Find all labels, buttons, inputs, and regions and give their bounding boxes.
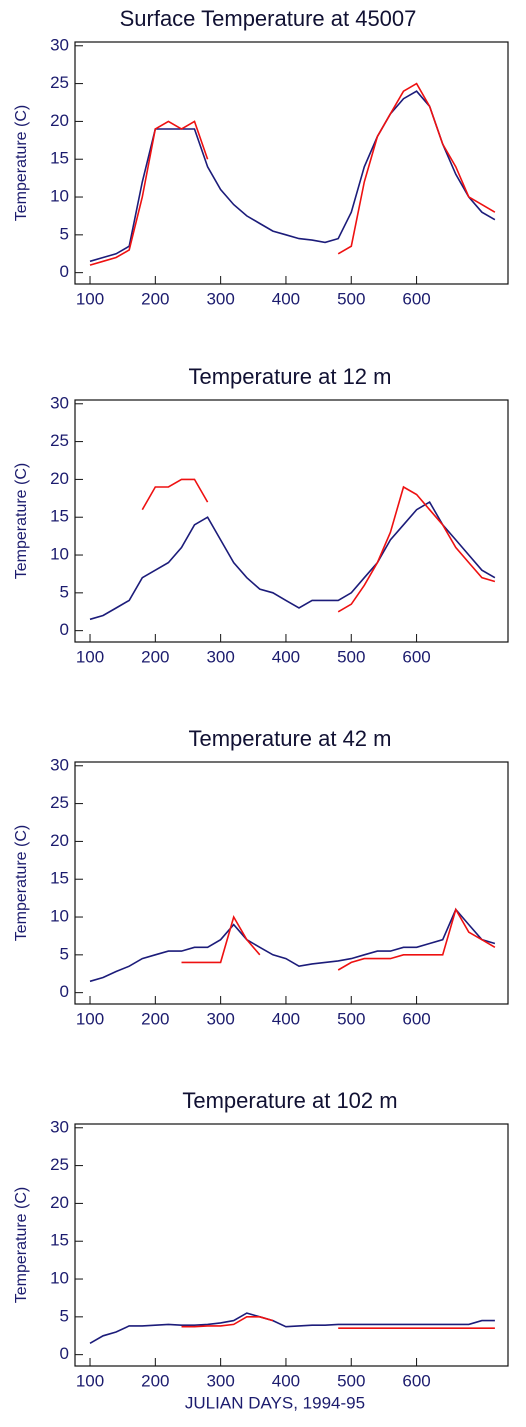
y-tick-label: 20 <box>50 831 69 850</box>
x-tick-label: 100 <box>76 289 104 308</box>
y-axis-label: Temperature (C) <box>13 105 30 221</box>
data-line <box>181 907 496 971</box>
x-tick-label: 300 <box>206 1009 234 1028</box>
y-tick-label: 30 <box>50 755 69 774</box>
data-line <box>89 908 496 983</box>
y-tick-label: 0 <box>60 262 69 281</box>
x-tick-label: 500 <box>337 1009 365 1028</box>
data-line <box>141 478 496 613</box>
x-axis-label: JULIAN DAYS, 1994-95 <box>185 1393 365 1412</box>
y-tick-label: 20 <box>50 469 69 488</box>
y-tick-label: 20 <box>50 111 69 130</box>
x-tick-label: 200 <box>141 289 169 308</box>
data-line <box>89 82 496 266</box>
y-tick-label: 25 <box>50 1155 69 1174</box>
x-tick-label: 200 <box>141 647 169 666</box>
x-tick-label: 200 <box>141 1371 169 1390</box>
plot-frame <box>74 41 509 285</box>
data-line <box>89 1312 495 1344</box>
y-axis-label: Temperature (C) <box>13 463 30 579</box>
data-line <box>89 90 496 263</box>
x-tick-label: 100 <box>76 647 104 666</box>
y-tick-label: 5 <box>60 1306 69 1325</box>
y-tick-label: 15 <box>50 507 69 526</box>
y-tick-label: 15 <box>50 869 69 888</box>
x-tick-label: 400 <box>272 289 300 308</box>
y-tick-label: 25 <box>50 431 69 450</box>
x-tick-label: 600 <box>402 1371 430 1390</box>
data-line <box>181 1316 495 1329</box>
chart-title: Temperature at 42 m <box>189 726 392 751</box>
x-tick-label: 400 <box>272 647 300 666</box>
y-tick-label: 15 <box>50 1231 69 1250</box>
x-tick-label: 400 <box>272 1009 300 1028</box>
y-tick-label: 10 <box>50 545 69 564</box>
y-tick-label: 10 <box>50 187 69 206</box>
y-tick-label: 5 <box>60 582 69 601</box>
y-tick-label: 0 <box>60 620 69 639</box>
x-tick-label: 100 <box>76 1371 104 1390</box>
x-tick-label: 300 <box>206 289 234 308</box>
y-tick-label: 20 <box>50 1193 69 1212</box>
x-tick-label: 300 <box>206 1371 234 1390</box>
plot-frame <box>74 761 509 1005</box>
y-tick-label: 30 <box>50 1117 69 1136</box>
x-tick-label: 400 <box>272 1371 300 1390</box>
x-tick-label: 600 <box>402 289 430 308</box>
x-tick-label: 500 <box>337 1371 365 1390</box>
x-tick-label: 500 <box>337 647 365 666</box>
chart-title: Surface Temperature at 45007 <box>120 6 417 31</box>
y-tick-label: 0 <box>60 1344 69 1363</box>
y-axis-label: Temperature (C) <box>13 1187 30 1303</box>
y-tick-label: 30 <box>50 393 69 412</box>
x-tick-label: 200 <box>141 1009 169 1028</box>
data-line <box>89 501 496 621</box>
y-tick-label: 0 <box>60 982 69 1001</box>
y-tick-label: 10 <box>50 1269 69 1288</box>
x-tick-label: 300 <box>206 647 234 666</box>
y-tick-label: 30 <box>50 35 69 54</box>
y-tick-label: 5 <box>60 224 69 243</box>
chart-title: Temperature at 102 m <box>182 1088 397 1113</box>
y-tick-label: 15 <box>50 149 69 168</box>
y-tick-label: 25 <box>50 73 69 92</box>
y-tick-label: 25 <box>50 793 69 812</box>
y-axis-label: Temperature (C) <box>13 825 30 941</box>
plot-frame <box>74 1123 509 1367</box>
y-tick-label: 10 <box>50 907 69 926</box>
x-tick-label: 600 <box>402 1009 430 1028</box>
x-tick-label: 500 <box>337 289 365 308</box>
y-tick-label: 5 <box>60 944 69 963</box>
x-tick-label: 100 <box>76 1009 104 1028</box>
chart-title: Temperature at 12 m <box>189 364 392 389</box>
x-tick-label: 600 <box>402 647 430 666</box>
plot-frame <box>74 399 509 643</box>
